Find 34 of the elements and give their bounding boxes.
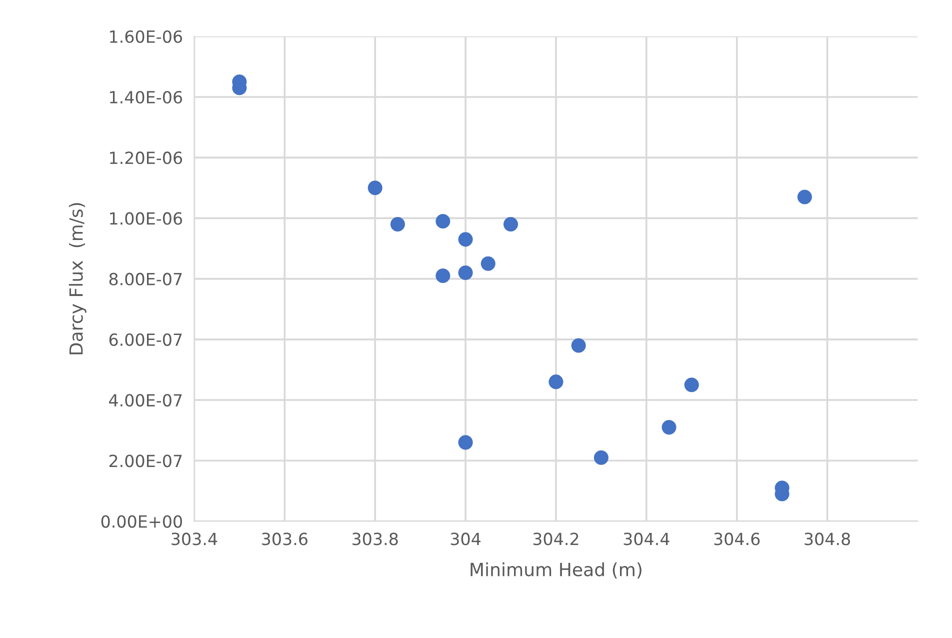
point <box>458 265 473 280</box>
x-tick-label: 304.8 <box>804 532 850 546</box>
x-tick-label: 304.6 <box>714 532 760 546</box>
y-tick-label: 0.00E+00 <box>101 515 182 528</box>
point <box>548 374 564 390</box>
y-tick-label: 2.00E-07 <box>109 454 182 468</box>
point <box>390 216 405 232</box>
y-tick-label: 1.20E-06 <box>110 152 182 164</box>
point <box>368 180 382 196</box>
y-axis-title: Darcy Flux (m/s) <box>68 203 86 354</box>
point <box>503 216 518 232</box>
point <box>684 378 699 392</box>
x-tick-label: 304.2 <box>533 532 578 546</box>
y-tick-label: 1.40E-06 <box>110 90 182 104</box>
point <box>436 214 450 229</box>
y-tick-label: 4.00E-07 <box>109 394 182 407</box>
x-axis-title: Minimum Head (m) <box>470 562 642 578</box>
x-tick-label: 303.8 <box>352 532 398 546</box>
y-tick-label: 1.00E-06 <box>110 212 182 225</box>
y-tick-label: 8.00E-07 <box>109 272 182 286</box>
point <box>458 435 473 450</box>
point <box>594 450 608 465</box>
x-tick-label: 304.4 <box>624 532 670 546</box>
y-tick-label: 1.60E-06 <box>110 30 182 43</box>
x-tick-label: 304 <box>450 532 480 546</box>
point <box>662 420 676 435</box>
x-tick-label: 303.6 <box>262 532 308 546</box>
point <box>797 190 812 204</box>
point <box>436 268 450 284</box>
y-tick-label: 6.00E-07 <box>109 333 182 346</box>
point <box>480 256 496 271</box>
point <box>571 338 586 353</box>
x-tick-label: 303.4 <box>172 532 218 546</box>
point <box>458 232 473 247</box>
